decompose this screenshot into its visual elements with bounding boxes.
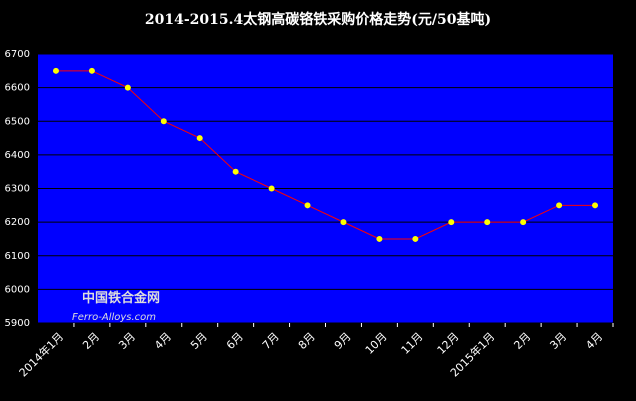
marker	[376, 235, 383, 242]
marker	[556, 202, 563, 209]
y-tick-label: 6300	[5, 184, 30, 195]
marker	[196, 135, 203, 142]
watermark-url: Ferro-Alloys.com	[72, 312, 156, 323]
x-tick-label: 7月	[260, 330, 282, 352]
y-tick-label: 6400	[5, 150, 30, 161]
x-tick-label: 12月	[435, 330, 462, 357]
marker	[268, 185, 275, 192]
line	[55, 70, 596, 240]
chart-title: 2014-2015.4太钢高碳铬铁采购价格走势(元/50基吨)	[145, 11, 491, 28]
marker	[52, 67, 59, 74]
marker	[592, 202, 599, 209]
marker	[124, 84, 131, 91]
marker	[412, 235, 419, 242]
y-tick-label: 6000	[5, 284, 30, 295]
marker	[160, 118, 167, 125]
y-tick-label: 6700	[5, 49, 30, 60]
marker	[484, 219, 491, 226]
y-tick-label: 6500	[5, 116, 30, 127]
x-tick-label: 10月	[363, 330, 390, 357]
y-tick-label: 6100	[5, 251, 30, 262]
y-tick-label: 6200	[5, 217, 30, 228]
y-tick-label: 5900	[5, 318, 30, 329]
watermark-name: 中国铁合金网	[82, 290, 160, 306]
x-tick-label: 8月	[296, 330, 318, 352]
marker	[232, 168, 239, 175]
x-tick-label: 4月	[583, 330, 605, 352]
x-tick-label: 3月	[547, 330, 569, 352]
y-tick-label: 6600	[5, 83, 30, 94]
x-tick-label: 4月	[152, 330, 174, 352]
x-tick-label: 11月	[399, 330, 426, 357]
marker	[304, 202, 311, 209]
marker	[520, 219, 527, 226]
marker	[448, 219, 455, 226]
marker	[88, 67, 95, 74]
x-tick-label: 9月	[332, 330, 354, 352]
marker	[340, 219, 347, 226]
x-tick-label: 6月	[224, 330, 246, 352]
x-tick-label: 5月	[188, 330, 210, 352]
x-tick-label: 3月	[116, 330, 138, 352]
x-tick-label: 2月	[80, 330, 102, 352]
x-tick-label: 2月	[511, 330, 533, 352]
x-tick-label: 2014年1月	[16, 329, 66, 379]
